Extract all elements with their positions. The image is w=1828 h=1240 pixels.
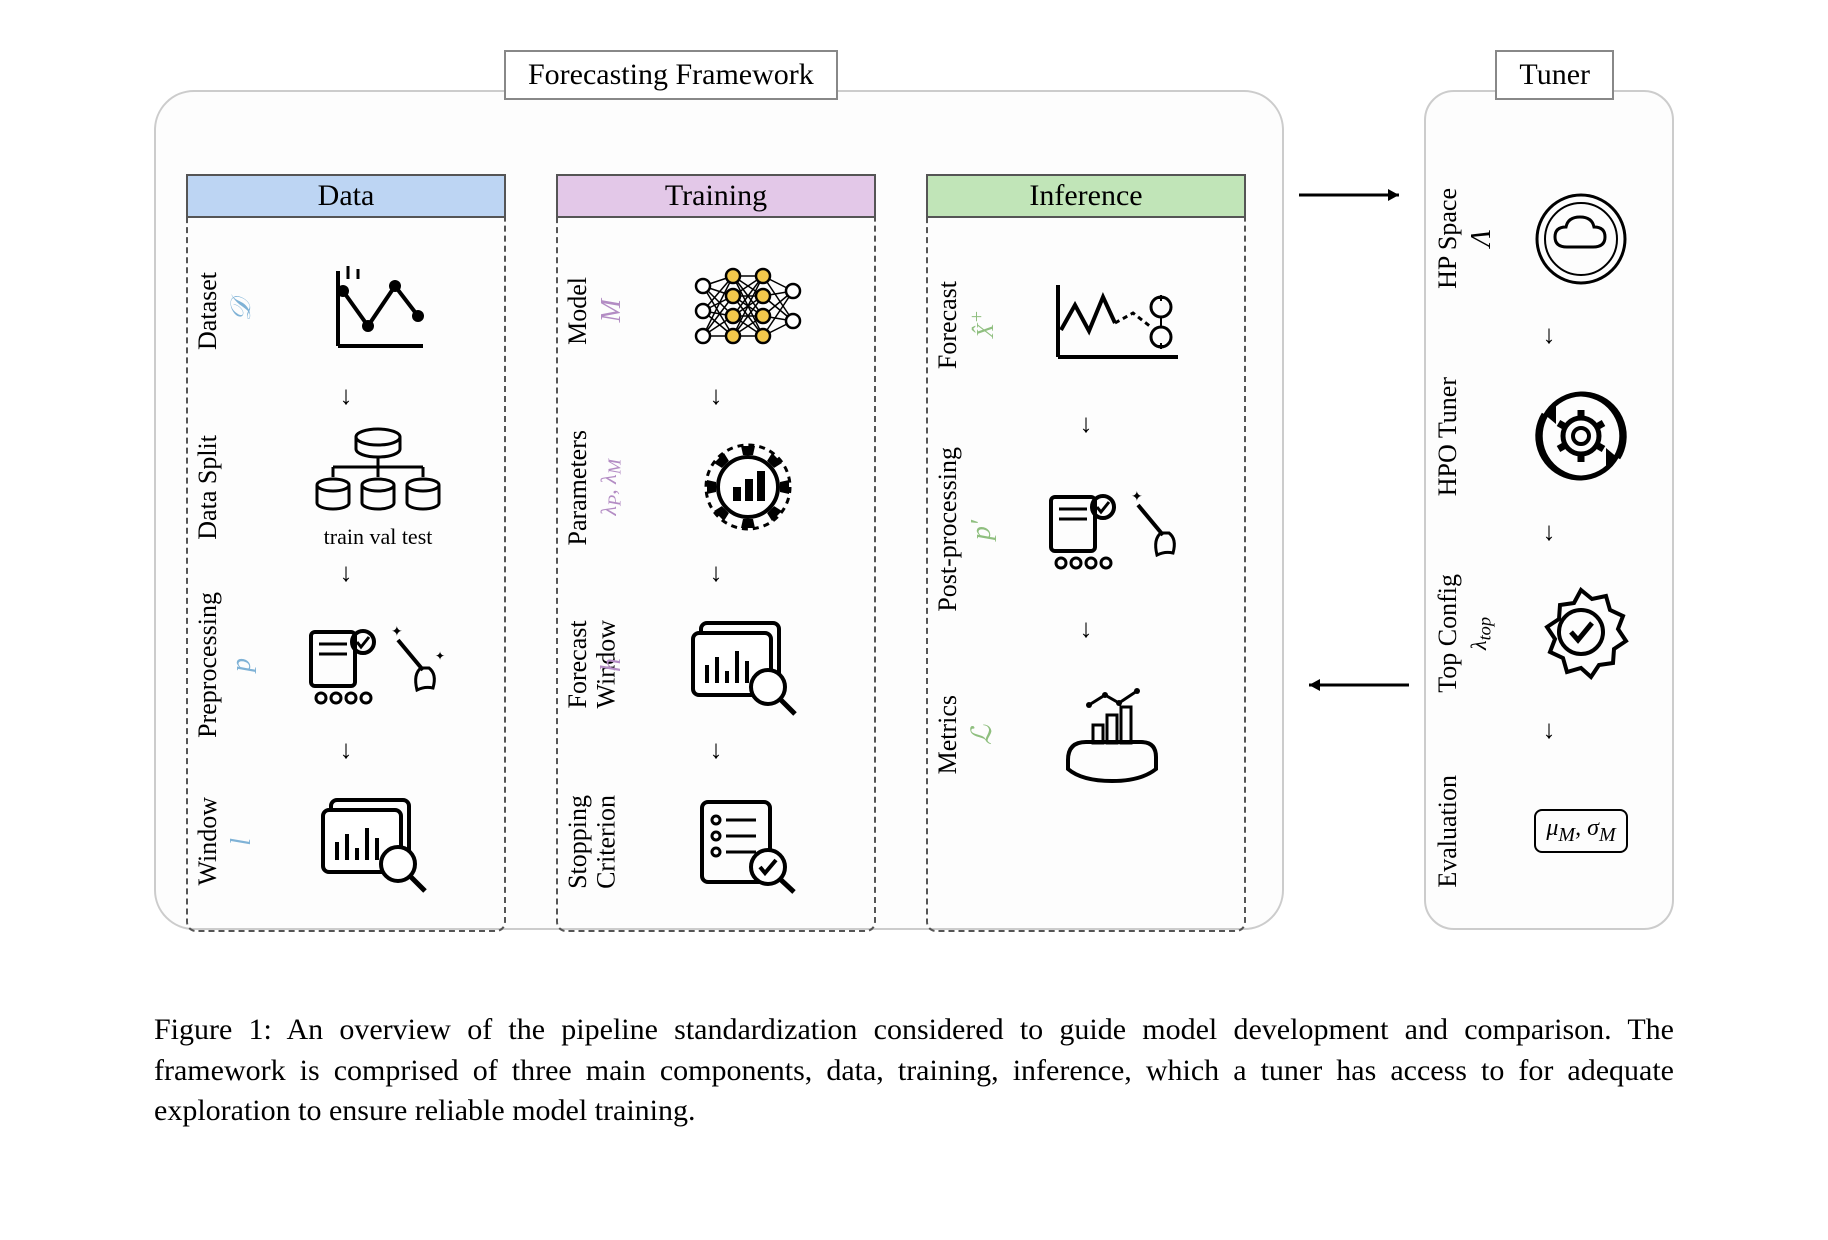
symbol-hp-space: Λ [1466,230,1498,247]
arrow-icon: ↓ [1080,622,1093,642]
clean-data-icon: ✦ [1043,485,1193,575]
symbol-top-config: λtop [1466,617,1498,650]
data-column: Data Dataset 𝒟 [186,192,506,932]
arrow-framework-to-tuner [1294,180,1414,218]
row-preprocessing: Preprocessing p [194,586,498,743]
inference-spacer [934,827,1238,920]
row-forecast: Forecast X̂+ [934,232,1238,417]
row-data-split: Data Split [194,409,498,566]
symbol-forecast: X̂+ [966,310,998,338]
scatter-graph-icon [323,261,433,361]
label-post-processing: Post-processing [934,447,966,612]
svg-text:✦: ✦ [391,625,403,640]
arrow-icon: ↓ [1543,328,1556,348]
checklist-icon [688,792,808,892]
row-dataset: Dataset 𝒟 [194,232,498,389]
row-window: Window l [194,763,498,920]
symbol-window: l [226,838,258,846]
training-column: Training Model M [556,192,876,932]
svg-text:✦: ✦ [435,649,445,663]
label-window: Window [194,797,226,886]
label-forecast-window: Forecast Window [564,620,596,709]
row-post-processing: Post-processing p′ [934,437,1238,622]
arrow-icon: ↓ [1543,525,1556,545]
label-stopping-criterion: Stopping Criterion [564,795,596,889]
svg-text:✦: ✦ [1131,490,1143,505]
arrow-icon: ↓ [1543,723,1556,743]
row-hp-space: HP Space Λ [1434,150,1664,328]
pipeline-diagram: Data Dataset 𝒟 [154,50,1674,980]
arrow-icon: ↓ [710,389,723,409]
row-metrics: Metrics ℒ [934,642,1238,827]
arrow-icon: ↓ [1080,417,1093,437]
label-metrics: Metrics [934,695,966,774]
symbol-post-processing: p′ [966,520,998,540]
database-split-icon [303,425,453,520]
symbol-forecast-window: h [596,658,628,672]
symbol-metrics: ℒ [966,725,998,745]
row-model: Model M [564,232,868,389]
arrow-icon: ↓ [340,743,353,763]
label-parameters: Parameters [564,430,596,546]
data-split-sublabel: train val test [324,524,433,550]
badge-check-icon [1531,584,1631,684]
label-hp-space: HP Space [1434,188,1466,289]
row-forecast-window: Forecast Window h [564,586,868,743]
row-top-config: Top Config λtop [1434,545,1664,723]
row-evaluation: Evaluation μM, σM [1434,743,1664,921]
inference-column: Inference Forecast X̂+ [926,192,1246,932]
arrow-icon: ↓ [710,566,723,586]
label-dataset: Dataset [194,272,226,350]
label-model: Model [564,277,596,345]
row-hpo-tuner: HPO Tuner [1434,348,1664,526]
label-data-split: Data Split [194,435,226,540]
label-evaluation: Evaluation [1434,775,1466,888]
symbol-model: M [596,299,628,322]
symbol-parameters: λP, λM [596,459,628,516]
tuner-title: Tuner [1495,50,1614,100]
data-header: Data [186,174,506,218]
arrow-icon: ↓ [340,389,353,409]
window-chart-icon [313,792,443,892]
inference-header: Inference [926,174,1246,218]
clean-data-icon: ✦ ✦ [303,620,453,710]
framework-title: Forecasting Framework [504,50,838,100]
neural-network-icon [683,261,813,361]
row-parameters: Parameters λP, λM [564,409,868,566]
gear-bar-icon [691,435,806,540]
hand-chart-icon [1053,685,1183,785]
figure-caption: Figure 1: An overview of the pipeline st… [154,1010,1674,1132]
training-header: Training [556,174,876,218]
arrow-tuner-to-framework [1294,670,1414,708]
arrow-icon: ↓ [710,743,723,763]
symbol-preprocessing: p [226,658,258,672]
window-chart-icon [683,615,813,715]
gear-cycle-icon [1526,384,1636,489]
symbol-dataset: 𝒟 [226,299,258,321]
cloud-ring-icon [1529,189,1634,289]
forecasting-framework-panel: Data Dataset 𝒟 [154,90,1284,930]
label-preprocessing: Preprocessing [194,592,226,738]
label-hpo-tuner: HPO Tuner [1434,377,1466,496]
evaluation-formula-box: μM, σM [1534,809,1627,853]
label-forecast: Forecast [934,281,966,369]
row-stopping-criterion: Stopping Criterion [564,763,868,920]
tuner-panel: HP Space Λ ↓ HPO Tuner [1424,90,1674,930]
forecast-line-icon [1043,275,1193,375]
label-top-config: Top Config [1434,574,1466,693]
arrow-icon: ↓ [340,566,353,586]
